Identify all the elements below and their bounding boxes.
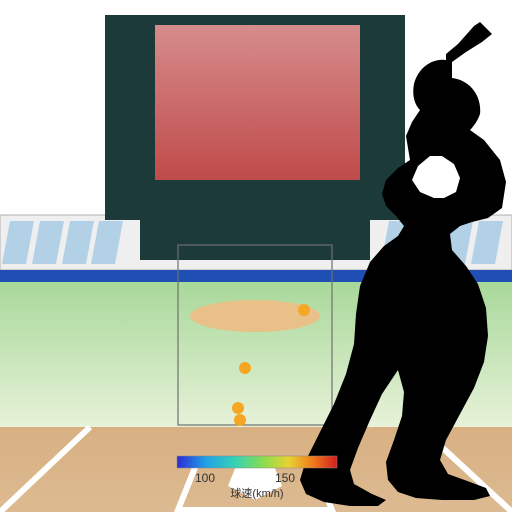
legend-axis-label: 球速(km/h) — [230, 486, 283, 500]
pitch-marker — [298, 304, 310, 316]
pitch-marker — [232, 402, 244, 414]
pitch-marker — [239, 362, 251, 374]
legend-tick: 150 — [275, 471, 295, 485]
legend-tick: 100 — [195, 471, 215, 485]
scoreboard — [105, 15, 405, 260]
pitchers-mound — [190, 300, 320, 332]
pitch-chart: 100 150 球速(km/h) — [0, 0, 512, 512]
pitch-marker — [234, 414, 246, 426]
